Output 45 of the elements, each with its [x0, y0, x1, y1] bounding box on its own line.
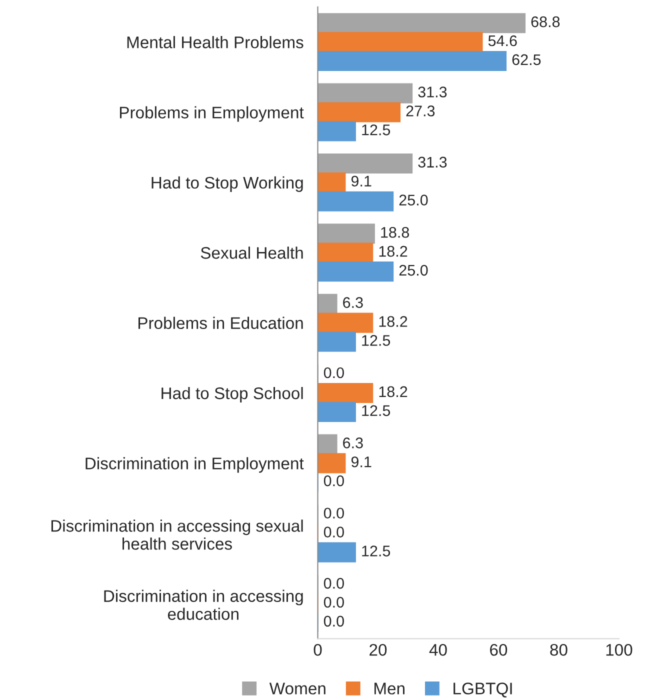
data-label: 12.5 — [362, 335, 390, 346]
data-label: 12.5 — [362, 405, 390, 416]
y-tick-label: Sexual Health — [200, 246, 303, 259]
data-label: 0.0 — [324, 367, 344, 378]
y-tick-label: Discrimination in accessing education — [104, 590, 303, 620]
data-label: 9.1 — [351, 176, 372, 187]
data-label: 27.3 — [406, 106, 435, 116]
data-label: 18.2 — [379, 316, 408, 327]
data-label: 6.3 — [343, 438, 363, 448]
legend-label: Women — [269, 682, 326, 694]
data-label: 31.3 — [418, 156, 447, 168]
legend-label: Men — [374, 682, 404, 694]
x-tick-label: 60 — [490, 644, 508, 656]
x-tick-label: 80 — [550, 644, 568, 656]
data-label: 12.5 — [362, 546, 390, 556]
data-label: 25.0 — [399, 194, 428, 206]
data-label: 0.0 — [324, 508, 344, 519]
data-label: 0.0 — [324, 578, 344, 589]
data-label: 18.2 — [379, 386, 408, 398]
x-tick-label: 20 — [370, 644, 387, 656]
x-tick-label: 0 — [314, 644, 322, 656]
y-tick-label: Discrimination in Employment — [86, 457, 304, 473]
x-tick-label: 100 — [606, 644, 632, 656]
data-label: 0.0 — [324, 475, 344, 486]
data-label: 18.2 — [379, 246, 408, 257]
data-label: 54.6 — [488, 35, 517, 46]
data-label: 0.0 — [324, 596, 344, 608]
data-label: 62.5 — [512, 54, 541, 66]
data-label: 9.1 — [351, 456, 372, 468]
y-tick-label: Had to Stop School — [162, 386, 303, 403]
y-tick-label: Discrimination in accessing sexual health services — [51, 520, 303, 550]
data-label: 6.3 — [343, 297, 363, 308]
data-label: 18.8 — [381, 226, 410, 238]
y-tick-label: Problems in Employment — [120, 106, 304, 122]
data-label: 25.0 — [399, 264, 428, 276]
data-label: 31.3 — [418, 86, 447, 98]
y-tick-label: Problems in Education — [138, 316, 303, 330]
data-label: 68.8 — [531, 16, 560, 28]
data-label: 12.5 — [362, 124, 390, 136]
y-tick-label: Had to Stop Working — [152, 176, 303, 192]
data-label: 0.0 — [324, 616, 344, 627]
legend-label: LGBTQI — [454, 682, 512, 698]
data-label: 0.0 — [324, 526, 344, 538]
y-tick-label: Mental Health Problems — [127, 36, 304, 48]
x-tick-label: 40 — [429, 644, 447, 656]
